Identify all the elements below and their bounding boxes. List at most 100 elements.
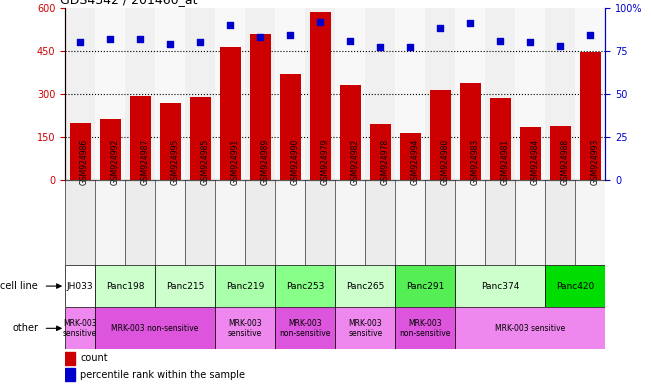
Bar — [335, 8, 365, 180]
Bar — [215, 265, 275, 307]
Bar — [575, 8, 605, 180]
Bar — [365, 180, 395, 265]
Bar — [275, 180, 305, 265]
Point — [285, 32, 296, 38]
Bar — [395, 265, 455, 307]
Bar — [395, 180, 425, 265]
Bar — [95, 265, 155, 307]
Text: cell line: cell line — [1, 281, 38, 291]
Bar — [395, 307, 455, 349]
Point — [525, 39, 536, 45]
Bar — [65, 368, 75, 381]
Point — [375, 44, 385, 50]
Bar — [335, 307, 395, 349]
Bar — [189, 97, 211, 180]
Text: MRK-003
non-sensitive: MRK-003 non-sensitive — [279, 319, 331, 338]
Bar — [335, 180, 365, 265]
Point — [495, 38, 506, 44]
Bar — [245, 180, 275, 265]
Text: GDS4342 / 201460_at: GDS4342 / 201460_at — [60, 0, 197, 7]
Text: GSM924980: GSM924980 — [440, 139, 449, 185]
Bar — [455, 8, 486, 180]
Bar — [460, 83, 481, 180]
Text: GSM924978: GSM924978 — [380, 139, 389, 185]
Bar — [280, 74, 301, 180]
Text: MRK-003
sensitive: MRK-003 sensitive — [63, 319, 97, 338]
Bar — [455, 265, 546, 307]
Bar — [159, 103, 181, 180]
Bar — [335, 265, 395, 307]
Bar — [455, 307, 605, 349]
Bar — [215, 307, 275, 349]
Bar — [185, 180, 215, 265]
Point — [75, 39, 85, 45]
Text: GSM924995: GSM924995 — [170, 138, 179, 185]
Bar — [245, 8, 275, 180]
Text: Panc215: Panc215 — [166, 281, 204, 291]
Bar — [100, 119, 120, 180]
Bar — [425, 180, 455, 265]
Bar — [486, 8, 516, 180]
Bar — [65, 307, 95, 349]
Bar — [130, 96, 150, 180]
Bar — [65, 265, 95, 307]
Bar — [546, 180, 575, 265]
Bar — [486, 180, 516, 265]
Bar — [516, 180, 546, 265]
Bar — [305, 180, 335, 265]
Point — [165, 41, 175, 47]
Point — [555, 43, 566, 49]
Text: Panc219: Panc219 — [226, 281, 264, 291]
Bar — [340, 86, 361, 180]
Text: Panc265: Panc265 — [346, 281, 385, 291]
Point — [435, 25, 445, 31]
Bar — [400, 133, 421, 180]
Bar — [215, 8, 245, 180]
Text: GSM924994: GSM924994 — [410, 138, 419, 185]
Text: count: count — [80, 353, 108, 363]
Text: GSM924982: GSM924982 — [350, 139, 359, 185]
Text: GSM924992: GSM924992 — [110, 139, 119, 185]
Text: other: other — [12, 323, 38, 333]
Bar — [275, 307, 335, 349]
Bar — [395, 8, 425, 180]
Text: GSM924984: GSM924984 — [531, 139, 540, 185]
Bar — [155, 180, 185, 265]
Point — [255, 34, 266, 40]
Text: GSM924989: GSM924989 — [260, 139, 270, 185]
Text: GSM924993: GSM924993 — [590, 138, 600, 185]
Text: Panc291: Panc291 — [406, 281, 445, 291]
Text: MRK-003 sensitive: MRK-003 sensitive — [495, 324, 566, 333]
Text: Panc198: Panc198 — [106, 281, 145, 291]
Bar — [250, 34, 271, 180]
Point — [465, 20, 475, 26]
Bar — [155, 8, 185, 180]
Point — [585, 32, 596, 38]
Bar — [546, 265, 605, 307]
Bar — [125, 180, 155, 265]
Bar — [550, 126, 571, 180]
Bar — [65, 8, 95, 180]
Bar — [185, 8, 215, 180]
Point — [105, 36, 115, 42]
Bar — [430, 90, 451, 180]
Bar — [305, 8, 335, 180]
Bar — [546, 8, 575, 180]
Text: Panc253: Panc253 — [286, 281, 324, 291]
Text: GSM924990: GSM924990 — [290, 138, 299, 185]
Text: GSM924991: GSM924991 — [230, 139, 239, 185]
Point — [195, 39, 206, 45]
Point — [225, 22, 236, 28]
Bar — [95, 8, 125, 180]
Bar — [275, 8, 305, 180]
Text: GSM924987: GSM924987 — [140, 139, 149, 185]
Text: Panc374: Panc374 — [481, 281, 519, 291]
Bar — [580, 52, 601, 180]
Bar — [310, 12, 331, 180]
Text: percentile rank within the sample: percentile rank within the sample — [80, 370, 245, 380]
Bar — [65, 352, 75, 365]
Point — [345, 38, 355, 44]
Text: JH033: JH033 — [67, 281, 94, 291]
Bar — [219, 46, 241, 180]
Text: MRK-003 non-sensitive: MRK-003 non-sensitive — [111, 324, 199, 333]
